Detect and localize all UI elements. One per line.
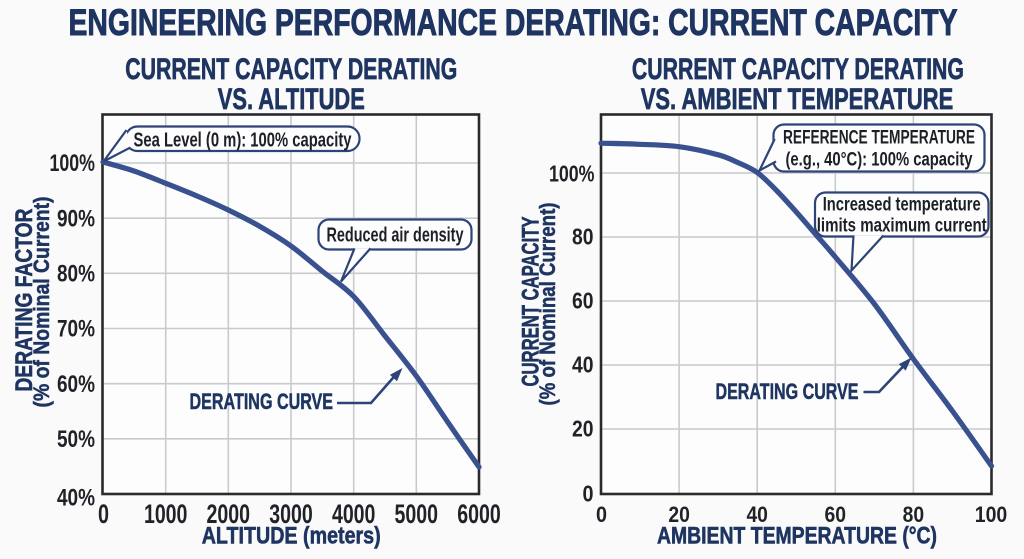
svg-text:100%: 100% bbox=[549, 161, 595, 187]
svg-text:CURRENT CAPACITY DERATING: CURRENT CAPACITY DERATING bbox=[125, 53, 457, 86]
svg-text:0: 0 bbox=[98, 499, 109, 529]
svg-text:100%: 100% bbox=[50, 150, 96, 177]
svg-text:80%: 80% bbox=[57, 261, 95, 288]
svg-text:VS. AMBIENT TEMPERATURE: VS. AMBIENT TEMPERATURE bbox=[641, 83, 954, 116]
svg-text:(% of Nominal Current): (% of Nominal Current) bbox=[535, 203, 560, 406]
svg-text:0: 0 bbox=[596, 502, 607, 527]
svg-text:60%: 60% bbox=[57, 371, 95, 398]
svg-text:60: 60 bbox=[572, 288, 594, 314]
svg-text:3000: 3000 bbox=[269, 499, 313, 529]
svg-text:6000: 6000 bbox=[457, 499, 501, 529]
svg-text:DERATING CURVE: DERATING CURVE bbox=[716, 379, 859, 404]
svg-text:DERATING FACTOR: DERATING FACTOR bbox=[11, 208, 38, 391]
svg-text:40: 40 bbox=[572, 352, 594, 378]
svg-text:ALTITUDE (meters): ALTITUDE (meters) bbox=[202, 523, 381, 550]
svg-text:20: 20 bbox=[572, 416, 594, 442]
svg-text:limits maximum current: limits maximum current bbox=[817, 215, 987, 237]
svg-text:VS. ALTITUDE: VS. ALTITUDE bbox=[218, 83, 365, 116]
svg-text:(e.g., 40°C): 100% capacity: (e.g., 40°C): 100% capacity bbox=[786, 149, 973, 171]
svg-text:100: 100 bbox=[975, 502, 1008, 527]
svg-text:DERATING CURVE: DERATING CURVE bbox=[190, 389, 334, 414]
svg-text:Sea Level (0 m): 100% capacity: Sea Level (0 m): 100% capacity bbox=[134, 130, 353, 152]
svg-text:(% of Nominal Current): (% of Nominal Current) bbox=[29, 197, 54, 408]
svg-text:90%: 90% bbox=[57, 206, 95, 233]
svg-text:20: 20 bbox=[668, 502, 690, 527]
svg-text:0: 0 bbox=[583, 481, 594, 507]
svg-text:4000: 4000 bbox=[332, 499, 376, 529]
svg-text:50%: 50% bbox=[57, 426, 95, 453]
svg-text:80: 80 bbox=[903, 502, 925, 527]
svg-text:Reduced air density: Reduced air density bbox=[327, 225, 465, 247]
svg-text:40: 40 bbox=[746, 502, 768, 527]
svg-text:Increased temperature: Increased temperature bbox=[823, 194, 981, 216]
svg-text:CURRENT CAPACITY: CURRENT CAPACITY bbox=[518, 217, 545, 387]
svg-text:REFERENCE TEMPERATURE: REFERENCE TEMPERATURE bbox=[783, 127, 975, 149]
svg-text:60: 60 bbox=[825, 502, 847, 527]
svg-text:2000: 2000 bbox=[207, 499, 251, 529]
svg-text:5000: 5000 bbox=[395, 499, 439, 529]
svg-text:1000: 1000 bbox=[144, 499, 188, 529]
svg-text:ENGINEERING PERFORMANCE DERATI: ENGINEERING PERFORMANCE DERATING: CURREN… bbox=[69, 2, 958, 43]
svg-text:40%: 40% bbox=[57, 485, 95, 512]
svg-text:70%: 70% bbox=[57, 316, 95, 343]
svg-text:80: 80 bbox=[572, 224, 594, 250]
svg-text:AMBIENT TEMPERATURE (°C): AMBIENT TEMPERATURE (°C) bbox=[657, 523, 937, 550]
svg-text:CURRENT CAPACITY DERATING: CURRENT CAPACITY DERATING bbox=[632, 53, 964, 86]
